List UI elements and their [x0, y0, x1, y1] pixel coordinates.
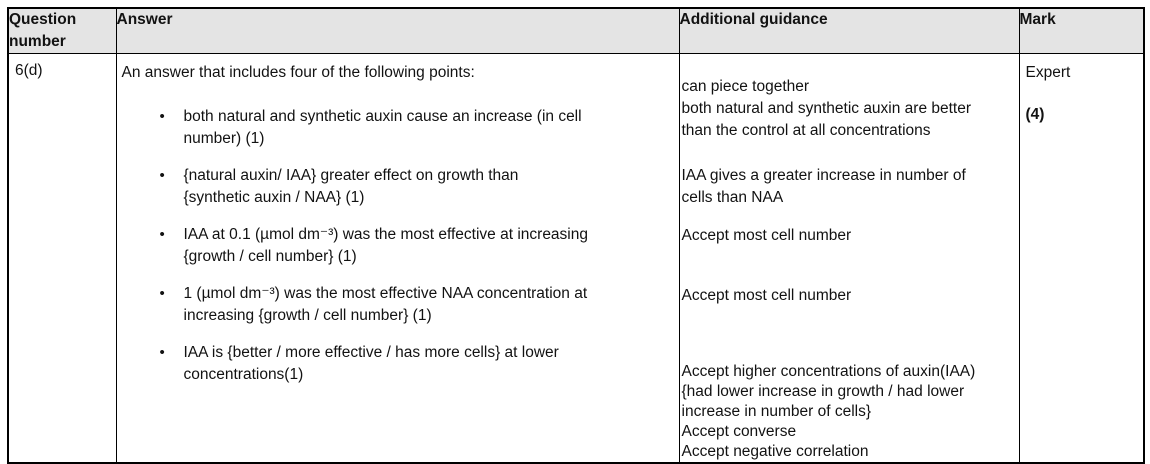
guidance-block-4: Accept most cell number: [682, 285, 1017, 307]
guidance-line: IAA gives a greater increase in number o…: [681, 167, 966, 184]
answer-intro: An answer that includes four of the foll…: [121, 64, 475, 81]
answer-bullet-line: {synthetic auxin / NAA} (1): [183, 189, 365, 206]
guidance-block-3: Accept most cell number: [682, 225, 1017, 247]
header-question-number: Question number: [7, 7, 117, 54]
mark-level: Expert: [1025, 64, 1071, 81]
answer-bullet-line: concentrations(1): [183, 366, 304, 383]
mark-cell: Expert (4): [1018, 53, 1145, 464]
header-mark: Mark: [1018, 7, 1145, 54]
guidance-block-5: Accept higher concentrations of auxin(IA…: [682, 362, 1017, 462]
table-row: 6(d) An answer that includes four of the…: [7, 53, 1145, 464]
header-answer: Answer: [115, 7, 680, 54]
answer-bullet-5: IAA is {better / more effective / has mo…: [160, 342, 675, 386]
additional-guidance-cell: can piece together both natural and synt…: [678, 53, 1020, 464]
answer-bullet-line: 1 (µmol dm⁻³) was the most effective NAA…: [183, 285, 588, 302]
guidance-line: Accept most cell number: [681, 287, 852, 304]
guidance-block-2: IAA gives a greater increase in number o…: [682, 165, 1017, 209]
guidance-line: both natural and synthetic auxin are bet…: [681, 100, 972, 117]
guidance-line: Accept higher concentrations of auxin(IA…: [681, 363, 976, 380]
answer-bullet-line: both natural and synthetic auxin cause a…: [183, 108, 582, 125]
answer-bullet-line: {natural auxin/ IAA} greater effect on g…: [183, 167, 519, 184]
table-header-row: Question number Answer Additional guidan…: [7, 7, 1145, 54]
guidance-line: Accept most cell number: [681, 227, 852, 244]
answer-bullet-2: {natural auxin/ IAA} greater effect on g…: [160, 165, 675, 209]
guidance-line: than the control at all concentrations: [681, 122, 931, 139]
guidance-line: cells than NAA: [681, 189, 784, 206]
answer-bullet-line: IAA is {better / more effective / has mo…: [183, 344, 559, 361]
guidance-line: can piece together: [681, 78, 810, 95]
answer-bullet-4: 1 (µmol dm⁻³) was the most effective NAA…: [160, 283, 675, 327]
answer-bullet-3: IAA at 0.1 (µmol dm⁻³) was the most effe…: [160, 224, 675, 268]
guidance-block-1: can piece together both natural and synt…: [682, 76, 1017, 142]
question-number-cell: 6(d): [7, 53, 117, 464]
answer-bullet-line: number) (1): [183, 130, 265, 147]
guidance-line: Accept converse: [681, 423, 797, 440]
answer-bullet-list: both natural and synthetic auxin cause a…: [122, 106, 675, 386]
guidance-line: {had lower increase in growth / had lowe…: [681, 383, 965, 400]
guidance-line: Accept negative correlation: [681, 443, 869, 460]
answer-bullet-line: increasing {growth / cell number} (1): [183, 307, 432, 324]
guidance-line: increase in number of cells}: [681, 403, 872, 420]
answer-bullet-line: {growth / cell number} (1): [183, 248, 357, 265]
question-number: 6(d): [15, 62, 43, 79]
answer-bullet-1: both natural and synthetic auxin cause a…: [160, 106, 675, 150]
mark-scheme-table: Question number Answer Additional guidan…: [7, 7, 1145, 464]
header-additional-guidance: Additional guidance: [678, 7, 1020, 54]
answer-bullet-line: IAA at 0.1 (µmol dm⁻³) was the most effe…: [183, 226, 589, 243]
mark-value: (4): [1025, 106, 1045, 123]
answer-cell: An answer that includes four of the foll…: [115, 53, 680, 464]
